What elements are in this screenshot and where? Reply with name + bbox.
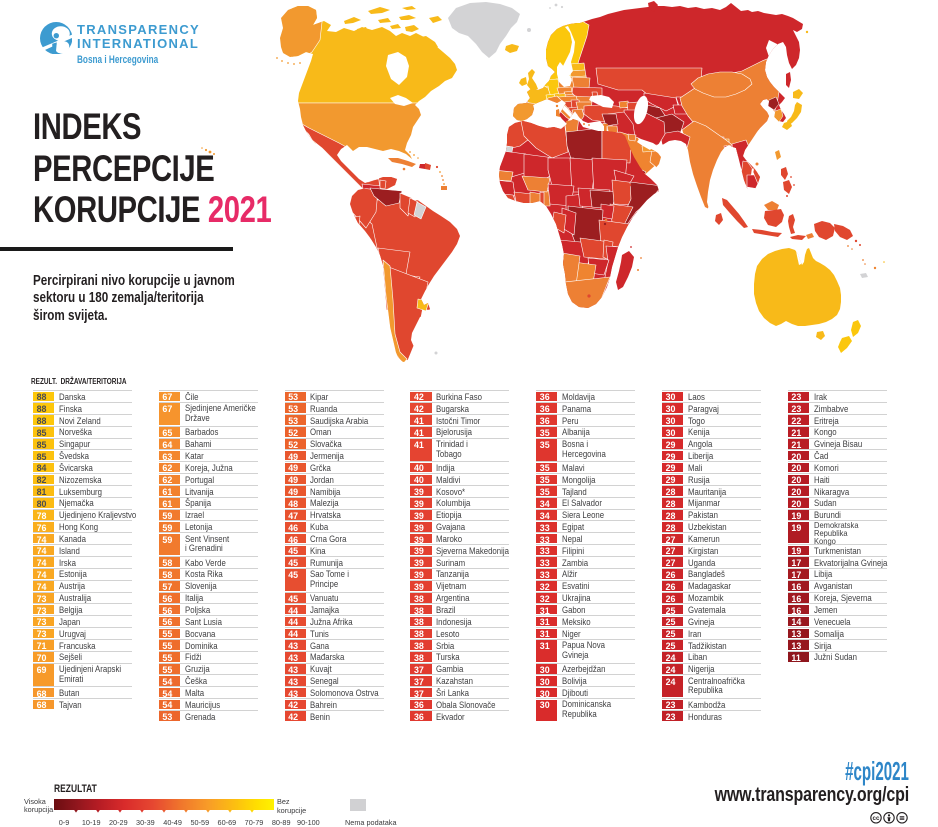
- svg-text:cc: cc: [872, 815, 879, 822]
